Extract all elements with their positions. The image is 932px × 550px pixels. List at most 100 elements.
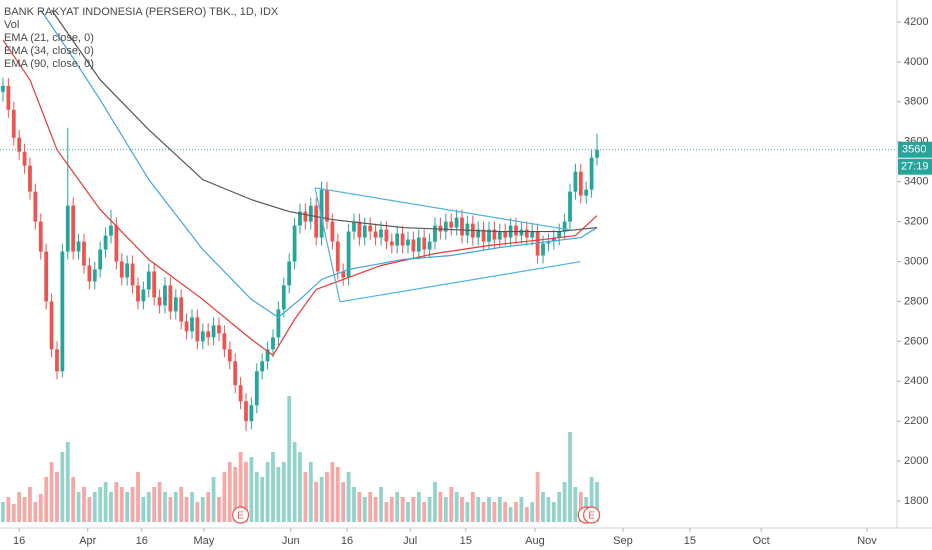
event-marker [583,506,601,524]
candle-body [541,243,545,256]
volume-bar [524,507,529,522]
candle-body [578,171,583,196]
candle-body [217,325,221,334]
candle-body [168,285,173,312]
candle-body [17,137,22,152]
x-tick-label: Nov [857,535,877,547]
volume-bar [168,497,173,522]
volume-bar [276,467,281,522]
candle-body [595,149,599,158]
volume-bar [503,502,508,522]
volume-bar [546,497,551,522]
candle-body [573,171,578,192]
volume-bar [497,497,502,522]
legend: BANK RAKYAT INDONESIA (PERSERO) TBK., 1D… [4,6,279,70]
candle-body [141,289,146,302]
candle-body [249,405,254,422]
trend-line [339,261,581,303]
volume-bar [200,497,205,522]
candle-body [211,325,216,338]
candle-body [546,241,551,244]
candle-body [152,271,157,298]
candle-body [335,241,340,272]
volume-bar [271,452,275,522]
candle-body [276,309,281,338]
candle-body [260,361,265,372]
volume-bar [373,497,378,522]
volume-bar [368,492,373,522]
volume-bar [87,497,92,522]
y-tick-label: 4200 [904,16,928,28]
candle-body [330,221,335,242]
candle-body [11,109,16,138]
volume-bar [173,492,178,522]
candle-body [411,239,416,252]
volume-bar [535,472,540,522]
last-price-box [898,141,932,158]
volume-bar [557,492,562,522]
candle-body [400,233,405,246]
volume-bar [260,477,265,522]
volume-bar [249,457,254,522]
candle-body [33,191,38,222]
volume-bar [17,492,22,522]
trend-line [315,187,571,231]
candle-body [535,231,540,256]
volume-bar [443,497,448,522]
volume-bar [130,487,135,522]
candle-body [589,157,594,190]
candle-body [60,251,65,372]
y-tick-label: 2800 [904,295,928,307]
volume-bar [265,462,270,522]
candle-body [119,261,124,278]
x-tick-label: Aug [525,535,545,547]
volume-bar [308,462,313,522]
candle-body [82,241,86,266]
volume-bar [184,497,189,522]
volume-bar [287,396,292,522]
volume-bar [389,497,394,522]
volume-bar [33,502,38,522]
volume-bar [449,487,454,522]
volume-bar [179,487,184,522]
y-tick-label: 2400 [904,375,928,387]
candle-body [341,271,346,278]
legend-entry: EMA (34, close, 0) [4,45,94,57]
volume-bar [481,502,486,522]
volume-bar [195,502,200,522]
volume-bar [487,497,491,522]
candle-body [98,249,103,270]
volume-bar [44,477,49,522]
volume-bar [335,467,340,522]
volume-bar [136,472,140,522]
volume-bar [222,472,227,522]
volume-bar [141,497,146,522]
volume-bar [298,452,302,522]
volume-bar [427,497,432,522]
y-tick-label: 3200 [904,215,928,227]
volume-bar [460,497,464,522]
candle-body [524,229,529,238]
volume-bar [146,492,151,522]
volume-bar [217,497,221,522]
volume-bar [325,472,329,522]
volume-legend: Vol [4,19,19,31]
x-tick-label: 15 [460,535,472,547]
volume-bar [352,487,356,522]
candle-body [433,225,437,242]
candle-body [244,401,248,422]
candle-body [136,285,140,302]
ema-line [51,9,598,233]
volume-bar [82,487,86,522]
volume-bar [573,487,578,522]
volume-bar [330,462,335,522]
candle-body [65,205,70,252]
candle-body [384,229,389,242]
candle-body [287,261,292,286]
volume-bar [589,477,594,522]
candle-body [476,229,481,238]
x-tick-label: May [193,535,214,547]
y-tick-label: 2600 [904,335,928,347]
volume-bar [233,467,238,522]
